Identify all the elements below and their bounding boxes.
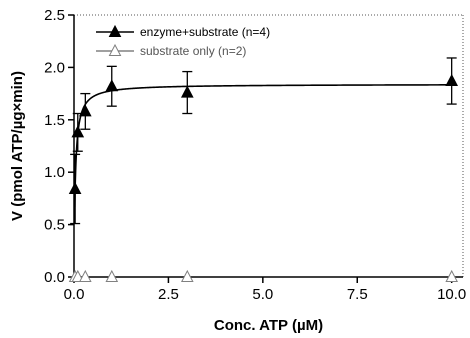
data-point-series-1 (105, 269, 119, 282)
y-tick-label: 2.5 (44, 7, 65, 24)
plot-frame (74, 14, 464, 277)
x-tick-label: 10.0 (437, 286, 466, 303)
y-axis-title: V (pmol ATP/µg×min) (9, 71, 26, 221)
fit-curve-series-0 (73, 84, 452, 207)
data-point-series-1 (71, 269, 85, 282)
y-tick-label: 1.5 (44, 112, 65, 129)
legend-label-series-0: enzyme+substrate (n=4) (140, 25, 270, 39)
data-point-series-0 (445, 73, 459, 86)
legend-marker-series-1 (108, 43, 122, 56)
x-tick-label: 5.0 (252, 286, 273, 303)
data-point-series-1 (78, 269, 92, 282)
x-tick-label: 2.5 (158, 286, 179, 303)
y-tick-label: 2.0 (44, 59, 65, 76)
data-point-series-1 (445, 269, 459, 282)
legend: enzyme+substrate (n=4) substrate only (n=… (96, 24, 270, 58)
y-tick-label: 1.0 (44, 164, 65, 181)
data-point-series-0 (71, 125, 85, 138)
x-axis-title: Conc. ATP (µM) (214, 317, 323, 334)
x-tick-label: 0.0 (64, 286, 85, 303)
y-axis: 0.0 0.5 1.0 1.5 2.0 2.5 (44, 7, 75, 286)
x-axis: 0.0 2.5 5.0 7.5 10.0 (64, 276, 466, 303)
fit-curves (73, 84, 452, 207)
data-point-series-1 (180, 269, 194, 282)
data-point-series-0 (180, 85, 194, 98)
data-point-series-0 (105, 79, 119, 92)
legend-label-series-1: substrate only (n=2) (140, 44, 246, 58)
data-point-series-0 (78, 104, 92, 117)
y-tick-label: 0.5 (44, 217, 65, 234)
y-tick-label: 0.0 (44, 269, 65, 286)
data-points (68, 57, 459, 282)
x-tick-label: 7.5 (347, 286, 368, 303)
data-point-series-0 (68, 181, 82, 194)
legend-marker-series-0 (108, 24, 122, 37)
